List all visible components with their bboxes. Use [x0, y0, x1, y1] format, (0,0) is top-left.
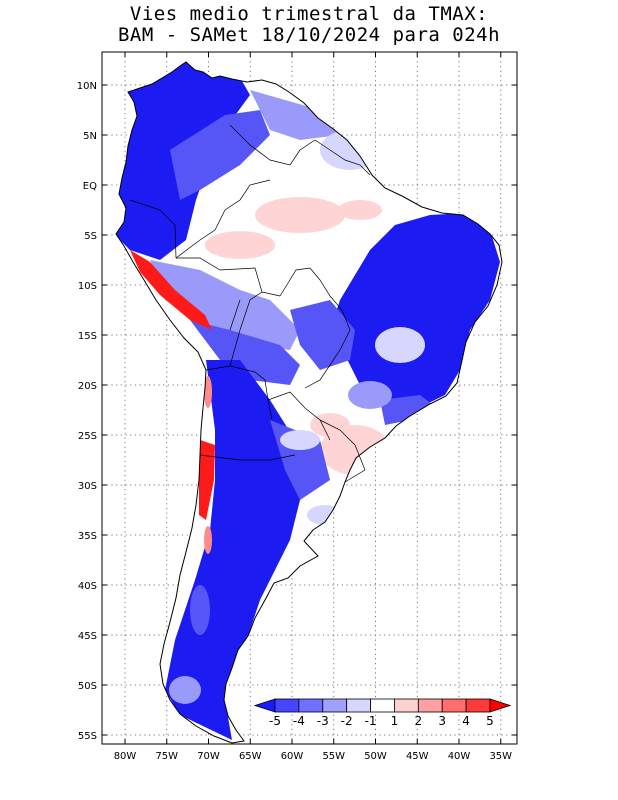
colorbar-box: [322, 698, 348, 713]
lat-label: 10S: [78, 281, 97, 292]
lat-label: 25S: [78, 431, 97, 442]
cold-bolivia: [190, 320, 300, 385]
lat-label: 45S: [78, 631, 97, 642]
colorbar-label: 1: [391, 714, 399, 728]
lon-label: 50W: [364, 751, 387, 762]
colorbar-label: -5: [269, 714, 281, 728]
coastline: [115, 61, 503, 744]
colorbar-label: 3: [438, 714, 446, 728]
colorbar-label: -4: [293, 714, 305, 728]
lat-label: EQ: [83, 181, 97, 192]
cold-southeast-brazil: [380, 395, 440, 425]
warm-andes-south: [204, 526, 212, 554]
light-cold-goias: [375, 327, 425, 363]
lat-label: 5S: [84, 231, 97, 242]
colorbar-box: [465, 698, 491, 713]
light-cold-chaco: [280, 430, 320, 450]
colorbar-high-arrow: [489, 698, 512, 713]
south-america-landmass: [115, 61, 503, 744]
cold-northeast-brazil: [330, 213, 500, 412]
bias-field: [116, 62, 502, 743]
colorbar-label: -2: [341, 714, 353, 728]
country-borders: [129, 124, 371, 483]
hot-andes-central: [199, 440, 215, 520]
lon-label: 65W: [239, 751, 262, 762]
chart-title-line-2: BAM - SAMet 18/10/2024 para 024h: [117, 24, 501, 46]
colorbar-label: -3: [317, 714, 329, 728]
colorbar-box: [441, 698, 467, 713]
lat-label: 15S: [78, 331, 97, 342]
lon-label: 60W: [281, 751, 304, 762]
lat-label: 30S: [78, 481, 97, 492]
colorbar-label: -1: [365, 714, 377, 728]
lat-label: 5N: [83, 131, 97, 142]
cold-venezuela: [250, 90, 340, 140]
longitude-labels: 80W 75W 70W 65W 60W 55W 50W 45W 40W 35W: [114, 751, 512, 762]
cold-patagonia-west: [190, 585, 210, 635]
colorbar-box: [417, 698, 443, 713]
lat-label: 35S: [78, 531, 97, 542]
lat-label: 10N: [77, 81, 97, 92]
lat-label: 50S: [78, 681, 97, 692]
lon-label: 75W: [155, 751, 178, 762]
warm-amazon-3: [338, 200, 382, 220]
colorbar-label: 2: [415, 714, 423, 728]
colorbar: -5 -4 -3 -2 -1 1 2 3 4 5: [253, 698, 512, 728]
warm-amazon-1: [255, 197, 345, 233]
lon-label: 40W: [448, 751, 471, 762]
lon-label: 55W: [322, 751, 345, 762]
lon-label: 45W: [406, 751, 429, 762]
lat-label: 55S: [78, 731, 97, 742]
colorbar-label: 5: [486, 714, 494, 728]
hot-andes-peru: [130, 250, 212, 330]
colorbar-box: [274, 698, 300, 713]
cold-peru: [150, 260, 300, 350]
axis-ticks: [102, 52, 517, 744]
colorbar-box: [346, 698, 371, 713]
lon-label: 80W: [114, 751, 137, 762]
lon-label: 35W: [489, 751, 512, 762]
lat-label: 40S: [78, 581, 97, 592]
colorbar-box: [370, 698, 395, 713]
lat-label: 20S: [78, 381, 97, 392]
cold-argentina: [165, 360, 310, 740]
cold-colombia: [170, 110, 270, 200]
cold-minas: [348, 381, 392, 409]
latitude-labels: 10N 5N EQ 5S 10S 15S 20S 25S 30S 35S 40S 45S 50S 55S: [77, 81, 97, 742]
colorbar-box: [394, 698, 419, 713]
colorbar-label: 4: [462, 714, 470, 728]
lon-label: 70W: [197, 751, 220, 762]
chart-title-line-1: Vies medio trimestral da TMAX:: [129, 3, 489, 25]
warm-andes-north-chile: [204, 376, 212, 408]
mild-cold-tierra-del-fuego: [169, 676, 201, 704]
colorbar-box: [298, 698, 324, 713]
warm-amazon-2: [205, 231, 275, 259]
